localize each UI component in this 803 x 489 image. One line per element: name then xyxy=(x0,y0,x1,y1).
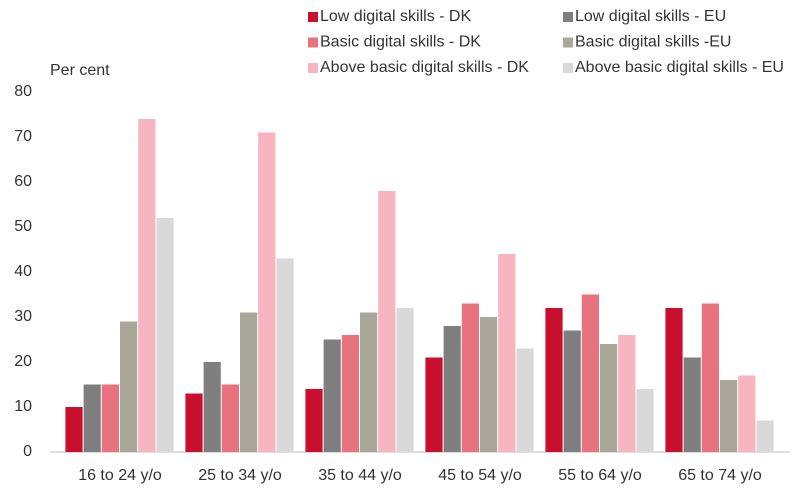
y-tick-label: 0 xyxy=(23,443,32,460)
legend-swatch xyxy=(308,12,318,22)
bar xyxy=(221,384,239,452)
bar xyxy=(498,254,516,452)
bar xyxy=(341,335,359,452)
legend-swatch xyxy=(308,63,318,73)
bar xyxy=(258,132,276,452)
bar xyxy=(360,312,378,452)
bar xyxy=(156,218,174,452)
bar xyxy=(665,308,683,452)
legend-swatch xyxy=(563,63,573,73)
bar xyxy=(600,344,618,452)
bar xyxy=(396,308,414,452)
bar xyxy=(461,303,479,452)
bar xyxy=(83,384,101,452)
bar xyxy=(378,191,396,452)
bar xyxy=(701,303,719,452)
legend-label: Above basic digital skills - DK xyxy=(320,59,529,76)
y-tick-label: 10 xyxy=(14,398,32,415)
x-tick-label: 65 to 74 y/o xyxy=(678,467,762,484)
y-tick-label: 50 xyxy=(14,218,32,235)
bar xyxy=(101,384,119,452)
bar xyxy=(443,326,461,452)
legend-label: Low digital skills - DK xyxy=(320,8,471,25)
y-tick-label: 60 xyxy=(14,173,32,190)
y-tick-label: 70 xyxy=(14,128,32,145)
bar xyxy=(240,312,258,452)
bar xyxy=(738,375,756,452)
bar xyxy=(683,357,701,452)
bar xyxy=(636,389,654,452)
bar xyxy=(545,308,563,452)
legend-swatch xyxy=(563,12,573,22)
bar xyxy=(203,362,221,452)
bar xyxy=(480,317,498,452)
bar xyxy=(65,407,83,452)
bar xyxy=(185,393,203,452)
x-tick-label: 35 to 44 y/o xyxy=(318,467,402,484)
bar xyxy=(276,258,294,452)
bar xyxy=(120,321,138,452)
bar xyxy=(516,348,534,452)
y-tick-label: 80 xyxy=(14,83,32,100)
y-tick-label: 20 xyxy=(14,353,32,370)
bar xyxy=(305,389,323,452)
bar xyxy=(618,335,636,452)
y-tick-label: 40 xyxy=(14,263,32,280)
bar xyxy=(581,294,599,452)
legend-swatch xyxy=(563,37,573,48)
legend-swatch xyxy=(308,37,318,48)
y-tick-label: 30 xyxy=(14,308,32,325)
x-tick-label: 55 to 64 y/o xyxy=(558,467,642,484)
legend-label: Basic digital skills -EU xyxy=(575,34,731,51)
legend-label: Basic digital skills - DK xyxy=(320,34,481,51)
bar xyxy=(563,330,581,452)
x-tick-label: 16 to 24 y/o xyxy=(78,467,162,484)
x-tick-label: 45 to 54 y/o xyxy=(438,467,522,484)
bar xyxy=(323,339,341,452)
bar xyxy=(756,420,774,452)
bar xyxy=(425,357,443,452)
bar xyxy=(720,380,738,452)
y-axis-label: Per cent xyxy=(50,62,110,79)
legend-label: Above basic digital skills - EU xyxy=(575,59,784,76)
bar xyxy=(138,119,156,452)
x-tick-label: 25 to 34 y/o xyxy=(198,467,282,484)
legend-label: Low digital skills - EU xyxy=(575,8,726,25)
